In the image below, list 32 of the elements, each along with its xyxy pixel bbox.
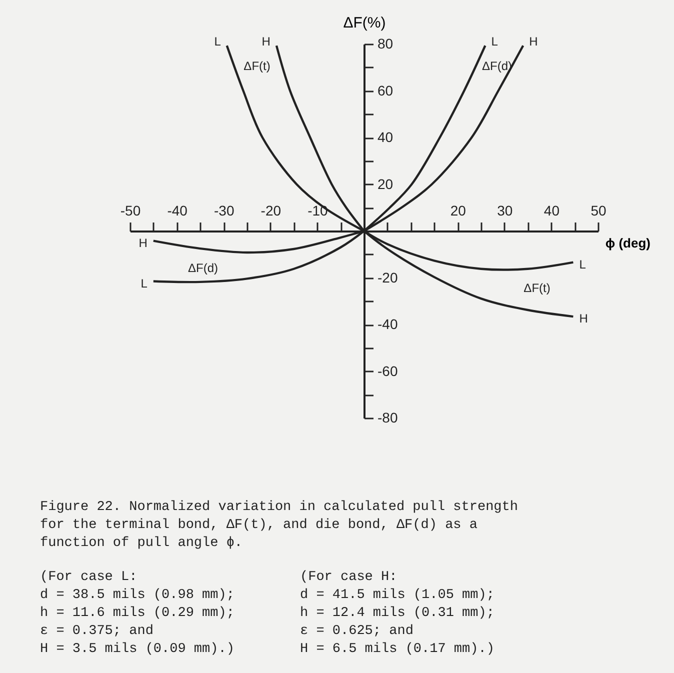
caption: Figure 22. Normalized variation in calculated pull strength for the terminal bond, ΔF(t), and die bond, ΔF(d) as a function of pull angle ϕ.	[40, 500, 518, 551]
x-tick-label: -30	[214, 202, 234, 218]
annotation: ΔF(d)	[188, 261, 218, 275]
y-tick-label: -80	[378, 410, 398, 426]
series-label: L	[491, 34, 498, 49]
series-label: H	[262, 34, 270, 49]
y-tick-label: -20	[378, 269, 398, 286]
x-tick-label: 40	[544, 202, 560, 218]
x-tick-label: -40	[167, 202, 188, 218]
series-label: H	[579, 312, 588, 326]
x-tick-label: -20	[260, 202, 282, 218]
series-label: H	[138, 236, 148, 250]
y-tick-label: -40	[378, 316, 398, 332]
x-tick-label: -50	[120, 202, 141, 218]
x-tick-label: 30	[497, 202, 513, 218]
text: (For case H: d = 41.5 mils (1.05 mm); h = 12.4 mils (0.31 mm); ε = 0.625; and H = 6.5 mils (0.17 mm).)	[300, 570, 494, 657]
x-tick-label: 50	[590, 202, 606, 218]
y-tick-label: 80	[378, 36, 394, 52]
series-label: H	[529, 34, 538, 49]
y-tick-label: -60	[378, 362, 398, 379]
y-tick-label: 60	[378, 82, 394, 98]
series-label: L	[579, 257, 586, 272]
x-tick-label: 20	[450, 202, 466, 218]
series-label: L	[140, 276, 148, 290]
y-axis-title: ΔF(%)	[343, 14, 386, 32]
annotation: ΔF(t)	[524, 281, 550, 295]
text: (For case L: d = 38.5 mils (0.98 mm); h = 11.6 mils (0.29 mm); ε = 0.375; and H = 3.5 mils (0.09 mm).)	[40, 570, 234, 657]
y-tick-label: 40	[378, 129, 394, 145]
series-label: L	[214, 34, 222, 49]
x-axis-title: ϕ (deg)	[605, 236, 650, 250]
y-tick-label: 20	[378, 176, 394, 192]
annotation: ΔF(t)	[244, 59, 270, 73]
